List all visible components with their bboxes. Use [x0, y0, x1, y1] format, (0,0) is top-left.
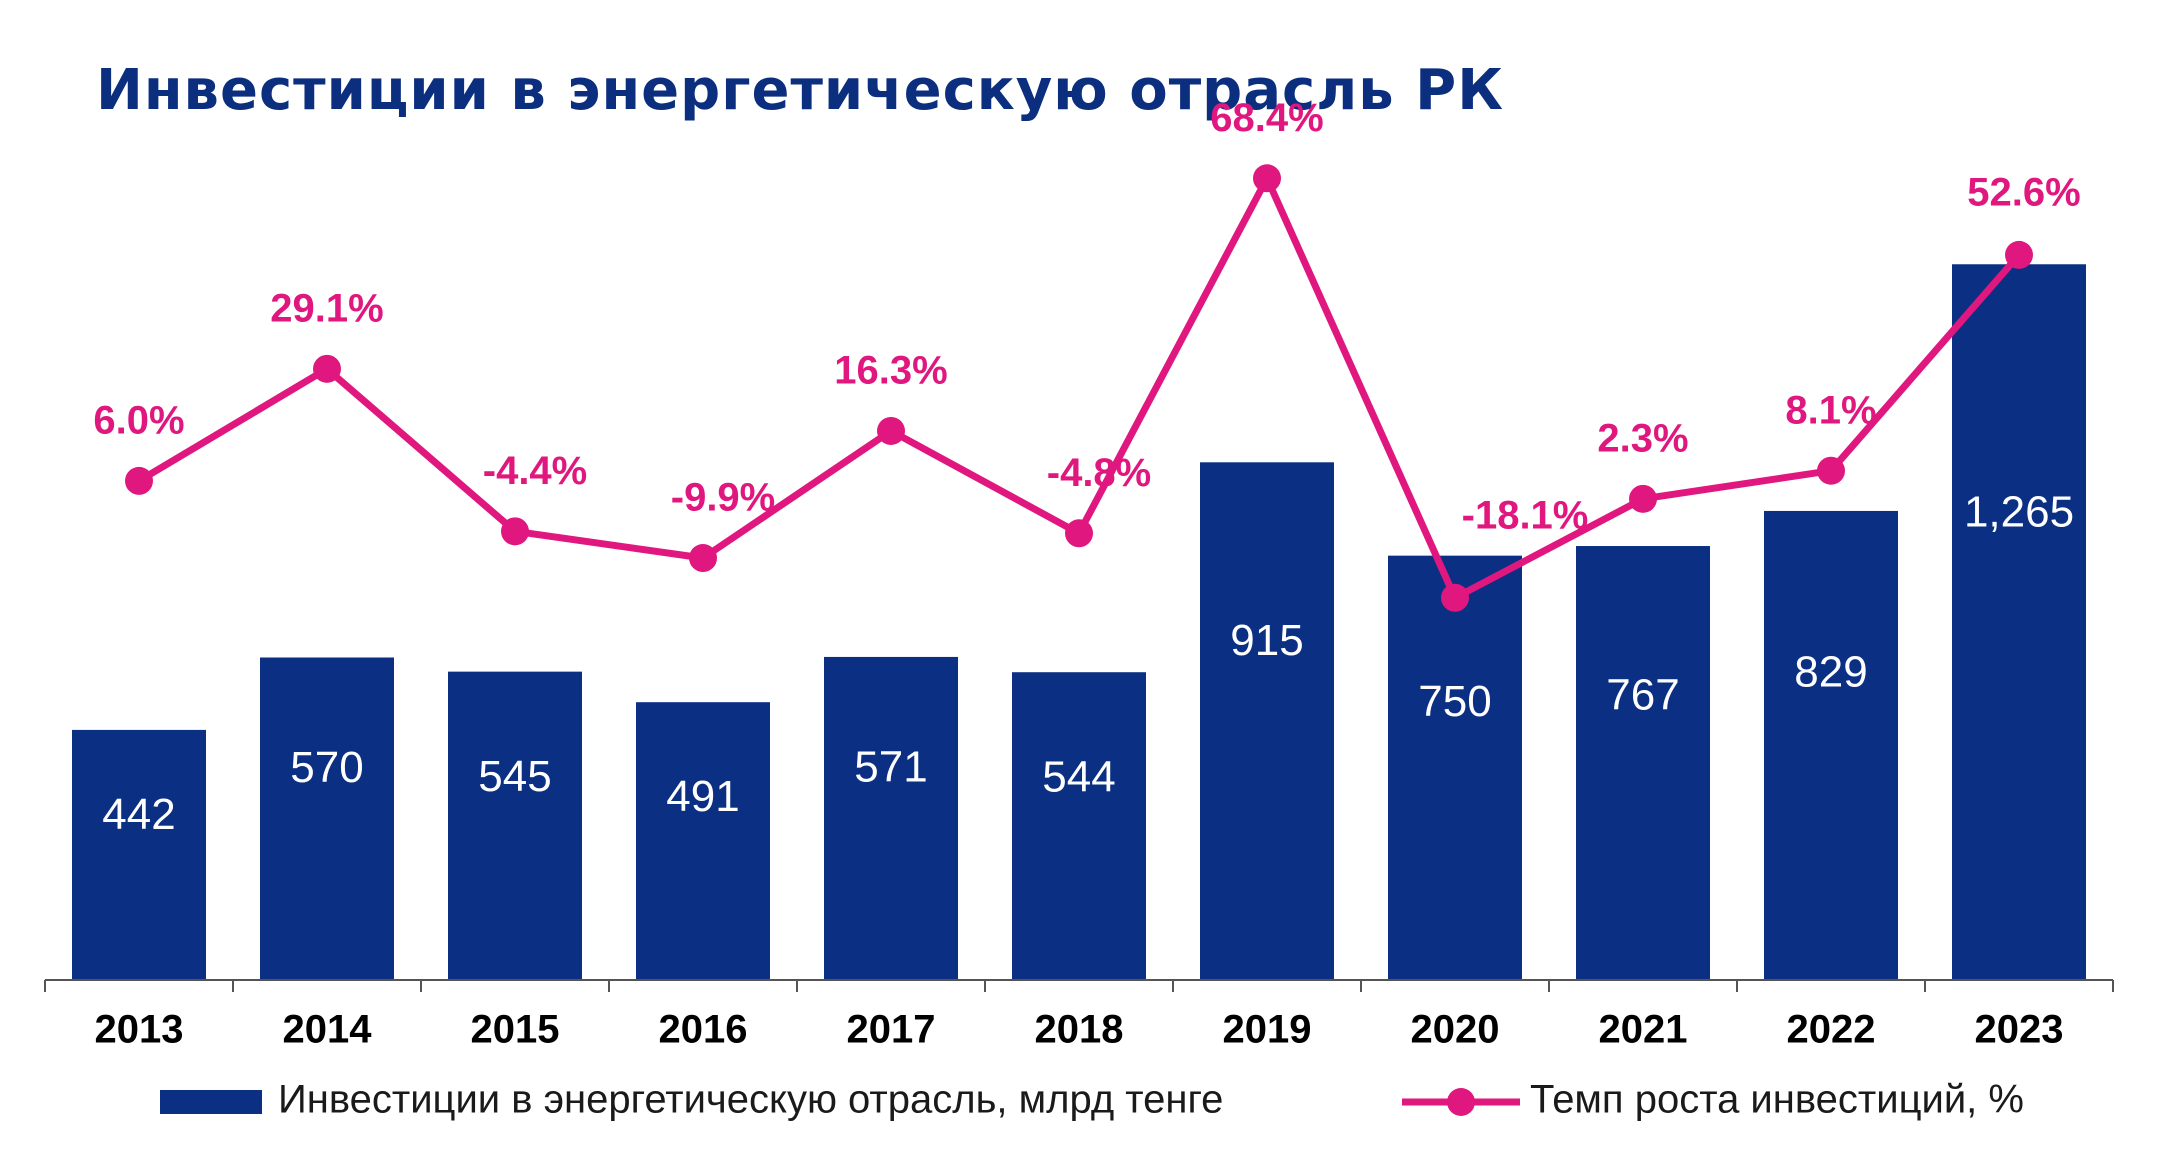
growth-value-label-2023: 52.6%	[1967, 170, 2080, 214]
bar-2018	[1012, 672, 1146, 980]
x-axis	[44, 979, 2114, 992]
x-tick-label-2015: 2015	[471, 1008, 560, 1052]
growth-point-2015	[501, 517, 529, 546]
x-tick-label-2022: 2022	[1787, 1008, 1876, 1052]
growth-point-2021	[1629, 484, 1657, 513]
growth-value-label-2022: 8.1%	[1785, 388, 1876, 432]
growth-line-series	[125, 164, 2033, 612]
growth-value-labels: 6.0% 29.1% -4.4% -9.9% 16.3% -4.8% 68.4% -18.1%…	[93, 96, 2080, 538]
bar-2019	[1200, 462, 1334, 981]
legend-swatch-marker	[1447, 1088, 1475, 1116]
bar-2013	[72, 729, 206, 980]
x-tick-label-2013: 2013	[95, 1008, 184, 1052]
legend-label-line: Темп роста инвестиций, %	[1530, 1078, 2024, 1122]
growth-value-label-2021: 2.3%	[1597, 416, 1688, 460]
x-tick-label-2021: 2021	[1599, 1008, 1688, 1052]
bar-value-label-2022: 829	[1794, 648, 1867, 697]
growth-point-2014	[313, 354, 341, 383]
bar-2020	[1388, 555, 1522, 980]
growth-point-2019	[1253, 164, 1281, 193]
bar-2022	[1764, 510, 1898, 980]
bar-value-label-2018: 544	[1042, 753, 1115, 802]
x-tick-label-2017: 2017	[847, 1008, 936, 1052]
bar-value-label-2019: 915	[1230, 616, 1303, 665]
x-tick-label-2019: 2019	[1223, 1008, 1312, 1052]
growth-value-label-2016: -9.9%	[671, 476, 776, 520]
growth-value-label-2017: 16.3%	[834, 349, 947, 393]
growth-value-label-2014: 29.1%	[270, 286, 383, 330]
x-tick-label-2023: 2023	[1975, 1008, 2064, 1052]
bar-value-label-2017: 571	[854, 743, 927, 792]
growth-value-label-2020: -18.1%	[1462, 493, 1589, 537]
bar-value-labels: 442 570 545 491 571 544 915 750 767 829 1,265	[102, 487, 2074, 839]
bar-series	[72, 264, 2086, 981]
growth-point-2016	[689, 544, 717, 573]
growth-point-2013	[125, 466, 153, 495]
bar-2015	[448, 671, 582, 980]
legend-swatch-bars	[160, 1090, 262, 1114]
bar-value-label-2020: 750	[1418, 677, 1491, 726]
bar-value-label-2023: 1,265	[1964, 487, 2074, 536]
bar-value-label-2015: 545	[478, 752, 551, 801]
x-axis-tick-labels: 2013 2014 2015 2016 2017 2018 2019 2020 2021 2022…	[95, 1008, 2064, 1052]
legend-label-bars: Инвестиции в энергетическую отрасль, млр…	[278, 1078, 1223, 1122]
legend: Инвестиции в энергетическую отрасль, млр…	[160, 1078, 2024, 1122]
chart-title: Инвестиции в энергетическую отрасль РК	[96, 58, 1504, 123]
bar-2021	[1576, 546, 1710, 980]
x-tick-label-2020: 2020	[1411, 1008, 1500, 1052]
bar-value-label-2014: 570	[290, 743, 363, 792]
bar-2016	[636, 702, 770, 980]
bar-2014	[260, 657, 394, 980]
growth-point-2018	[1065, 519, 1093, 548]
growth-point-2022	[1817, 456, 1845, 485]
growth-value-label-2018: -4.8%	[1047, 451, 1152, 495]
x-tick-label-2018: 2018	[1035, 1008, 1124, 1052]
growth-point-2017	[877, 416, 905, 445]
growth-value-label-2019: 68.4%	[1210, 96, 1323, 140]
bar-value-label-2016: 491	[666, 772, 739, 821]
growth-point-2023	[2005, 240, 2033, 269]
bar-2017	[824, 656, 958, 980]
bar-value-label-2013: 442	[102, 790, 175, 839]
growth-value-label-2013: 6.0%	[93, 398, 184, 442]
x-tick-label-2016: 2016	[659, 1008, 748, 1052]
x-tick-label-2014: 2014	[283, 1008, 373, 1052]
growth-value-label-2015: -4.4%	[483, 449, 588, 493]
bar-value-label-2021: 767	[1606, 671, 1679, 720]
growth-point-2020	[1441, 583, 1469, 612]
bar-2023	[1952, 264, 2086, 980]
